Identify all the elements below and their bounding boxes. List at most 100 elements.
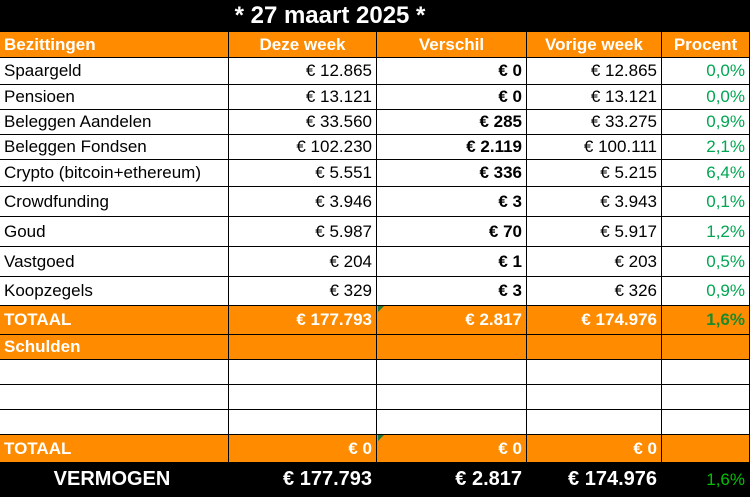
asset-name[interactable]: Beleggen Fondsen bbox=[0, 135, 229, 160]
asset-diff[interactable]: € 336 bbox=[377, 160, 527, 187]
asset-last-week[interactable]: € 203 bbox=[527, 247, 662, 277]
debts-header-row: Schulden bbox=[0, 335, 750, 360]
assets-total-last-week[interactable]: € 174.976 bbox=[527, 306, 662, 335]
asset-diff[interactable]: € 3 bbox=[377, 277, 527, 306]
assets-total-pct[interactable]: 1,6% bbox=[662, 306, 750, 335]
asset-this-week[interactable]: € 329 bbox=[229, 277, 377, 306]
header-deze-week[interactable]: Deze week bbox=[229, 32, 377, 58]
asset-last-week[interactable]: € 326 bbox=[527, 277, 662, 306]
table-row: Spaargeld € 12.865 € 0 € 12.865 0,0% bbox=[0, 58, 750, 85]
empty-cell[interactable] bbox=[662, 360, 750, 385]
asset-pct[interactable]: 2,1% bbox=[662, 135, 750, 160]
asset-pct[interactable]: 0,1% bbox=[662, 187, 750, 217]
debts-total-this-week[interactable]: € 0 bbox=[229, 435, 377, 463]
net-worth-row: VERMOGEN € 177.793 € 2.817 € 174.976 1,6… bbox=[0, 463, 750, 497]
table-row: Koopzegels € 329 € 3 € 326 0,9% bbox=[0, 277, 750, 306]
debts-total-pct[interactable] bbox=[662, 435, 750, 463]
empty-cell[interactable] bbox=[377, 360, 527, 385]
asset-this-week[interactable]: € 204 bbox=[229, 247, 377, 277]
assets-total-diff[interactable]: € 2.817 bbox=[377, 306, 527, 335]
empty-cell[interactable] bbox=[527, 360, 662, 385]
debts-header-label[interactable]: Schulden bbox=[0, 335, 229, 360]
asset-pct[interactable]: 0,9% bbox=[662, 110, 750, 135]
net-worth-label[interactable]: VERMOGEN bbox=[0, 463, 229, 497]
net-worth-this-week[interactable]: € 177.793 bbox=[229, 463, 377, 497]
asset-diff[interactable]: € 2.119 bbox=[377, 135, 527, 160]
asset-diff[interactable]: € 0 bbox=[377, 85, 527, 110]
asset-diff[interactable]: € 3 bbox=[377, 187, 527, 217]
empty-cell[interactable] bbox=[229, 385, 377, 410]
asset-this-week[interactable]: € 33.560 bbox=[229, 110, 377, 135]
asset-last-week[interactable]: € 100.111 bbox=[527, 135, 662, 160]
asset-last-week[interactable]: € 13.121 bbox=[527, 85, 662, 110]
table-row: Pensioen € 13.121 € 0 € 13.121 0,0% bbox=[0, 85, 750, 110]
empty-cell[interactable] bbox=[377, 385, 527, 410]
empty-cell[interactable] bbox=[0, 360, 229, 385]
assets-total-row: TOTAAL € 177.793 € 2.817 € 174.976 1,6% bbox=[0, 306, 750, 335]
asset-name[interactable]: Spaargeld bbox=[0, 58, 229, 85]
asset-diff[interactable]: € 1 bbox=[377, 247, 527, 277]
asset-diff[interactable]: € 285 bbox=[377, 110, 527, 135]
asset-last-week[interactable]: € 3.943 bbox=[527, 187, 662, 217]
empty-cell[interactable] bbox=[377, 410, 527, 435]
asset-last-week[interactable]: € 5.215 bbox=[527, 160, 662, 187]
asset-last-week[interactable]: € 12.865 bbox=[527, 58, 662, 85]
debts-total-last-week[interactable]: € 0 bbox=[527, 435, 662, 463]
debts-total-diff[interactable]: € 0 bbox=[377, 435, 527, 463]
asset-this-week[interactable]: € 13.121 bbox=[229, 85, 377, 110]
assets-total-this-week[interactable]: € 177.793 bbox=[229, 306, 377, 335]
table-row: Beleggen Fondsen € 102.230 € 2.119 € 100… bbox=[0, 135, 750, 160]
asset-pct[interactable]: 0,0% bbox=[662, 85, 750, 110]
empty-cell[interactable] bbox=[0, 410, 229, 435]
debts-header-cell[interactable] bbox=[662, 335, 750, 360]
table-row bbox=[0, 410, 750, 435]
asset-pct[interactable]: 6,4% bbox=[662, 160, 750, 187]
asset-name[interactable]: Beleggen Aandelen bbox=[0, 110, 229, 135]
debts-header-cell[interactable] bbox=[377, 335, 527, 360]
empty-cell[interactable] bbox=[527, 385, 662, 410]
header-row: Bezittingen Deze week Verschil Vorige we… bbox=[0, 32, 750, 58]
table-row: Crypto (bitcoin+ethereum) € 5.551 € 336 … bbox=[0, 160, 750, 187]
asset-name[interactable]: Koopzegels bbox=[0, 277, 229, 306]
assets-total-label[interactable]: TOTAAL bbox=[0, 306, 229, 335]
asset-this-week[interactable]: € 102.230 bbox=[229, 135, 377, 160]
asset-this-week[interactable]: € 12.865 bbox=[229, 58, 377, 85]
asset-pct[interactable]: 0,9% bbox=[662, 277, 750, 306]
debts-total-label[interactable]: TOTAAL bbox=[0, 435, 229, 463]
empty-cell[interactable] bbox=[662, 385, 750, 410]
asset-name[interactable]: Crypto (bitcoin+ethereum) bbox=[0, 160, 229, 187]
asset-name[interactable]: Pensioen bbox=[0, 85, 229, 110]
debts-header-cell[interactable] bbox=[527, 335, 662, 360]
asset-name[interactable]: Crowdfunding bbox=[0, 187, 229, 217]
asset-name[interactable]: Vastgoed bbox=[0, 247, 229, 277]
asset-diff[interactable]: € 0 bbox=[377, 58, 527, 85]
asset-last-week[interactable]: € 5.917 bbox=[527, 217, 662, 247]
empty-cell[interactable] bbox=[662, 410, 750, 435]
net-worth-diff[interactable]: € 2.817 bbox=[377, 463, 527, 497]
asset-last-week[interactable]: € 33.275 bbox=[527, 110, 662, 135]
net-worth-pct[interactable]: 1,6% bbox=[662, 463, 750, 497]
asset-this-week[interactable]: € 3.946 bbox=[229, 187, 377, 217]
net-worth-last-week[interactable]: € 174.976 bbox=[527, 463, 662, 497]
asset-pct[interactable]: 0,0% bbox=[662, 58, 750, 85]
header-verschil[interactable]: Verschil bbox=[377, 32, 527, 58]
table-row bbox=[0, 385, 750, 410]
empty-cell[interactable] bbox=[0, 385, 229, 410]
asset-this-week[interactable]: € 5.551 bbox=[229, 160, 377, 187]
empty-cell[interactable] bbox=[229, 410, 377, 435]
header-procent[interactable]: Procent bbox=[662, 32, 750, 58]
empty-cell[interactable] bbox=[527, 410, 662, 435]
table-row: Crowdfunding € 3.946 € 3 € 3.943 0,1% bbox=[0, 187, 750, 217]
asset-name[interactable]: Goud bbox=[0, 217, 229, 247]
table-row bbox=[0, 360, 750, 385]
header-bezittingen[interactable]: Bezittingen bbox=[0, 32, 229, 58]
header-vorige-week[interactable]: Vorige week bbox=[527, 32, 662, 58]
debts-header-cell[interactable] bbox=[229, 335, 377, 360]
asset-diff[interactable]: € 70 bbox=[377, 217, 527, 247]
asset-this-week[interactable]: € 5.987 bbox=[229, 217, 377, 247]
asset-pct[interactable]: 1,2% bbox=[662, 217, 750, 247]
table-row: Goud € 5.987 € 70 € 5.917 1,2% bbox=[0, 217, 750, 247]
empty-cell[interactable] bbox=[229, 360, 377, 385]
asset-pct[interactable]: 0,5% bbox=[662, 247, 750, 277]
